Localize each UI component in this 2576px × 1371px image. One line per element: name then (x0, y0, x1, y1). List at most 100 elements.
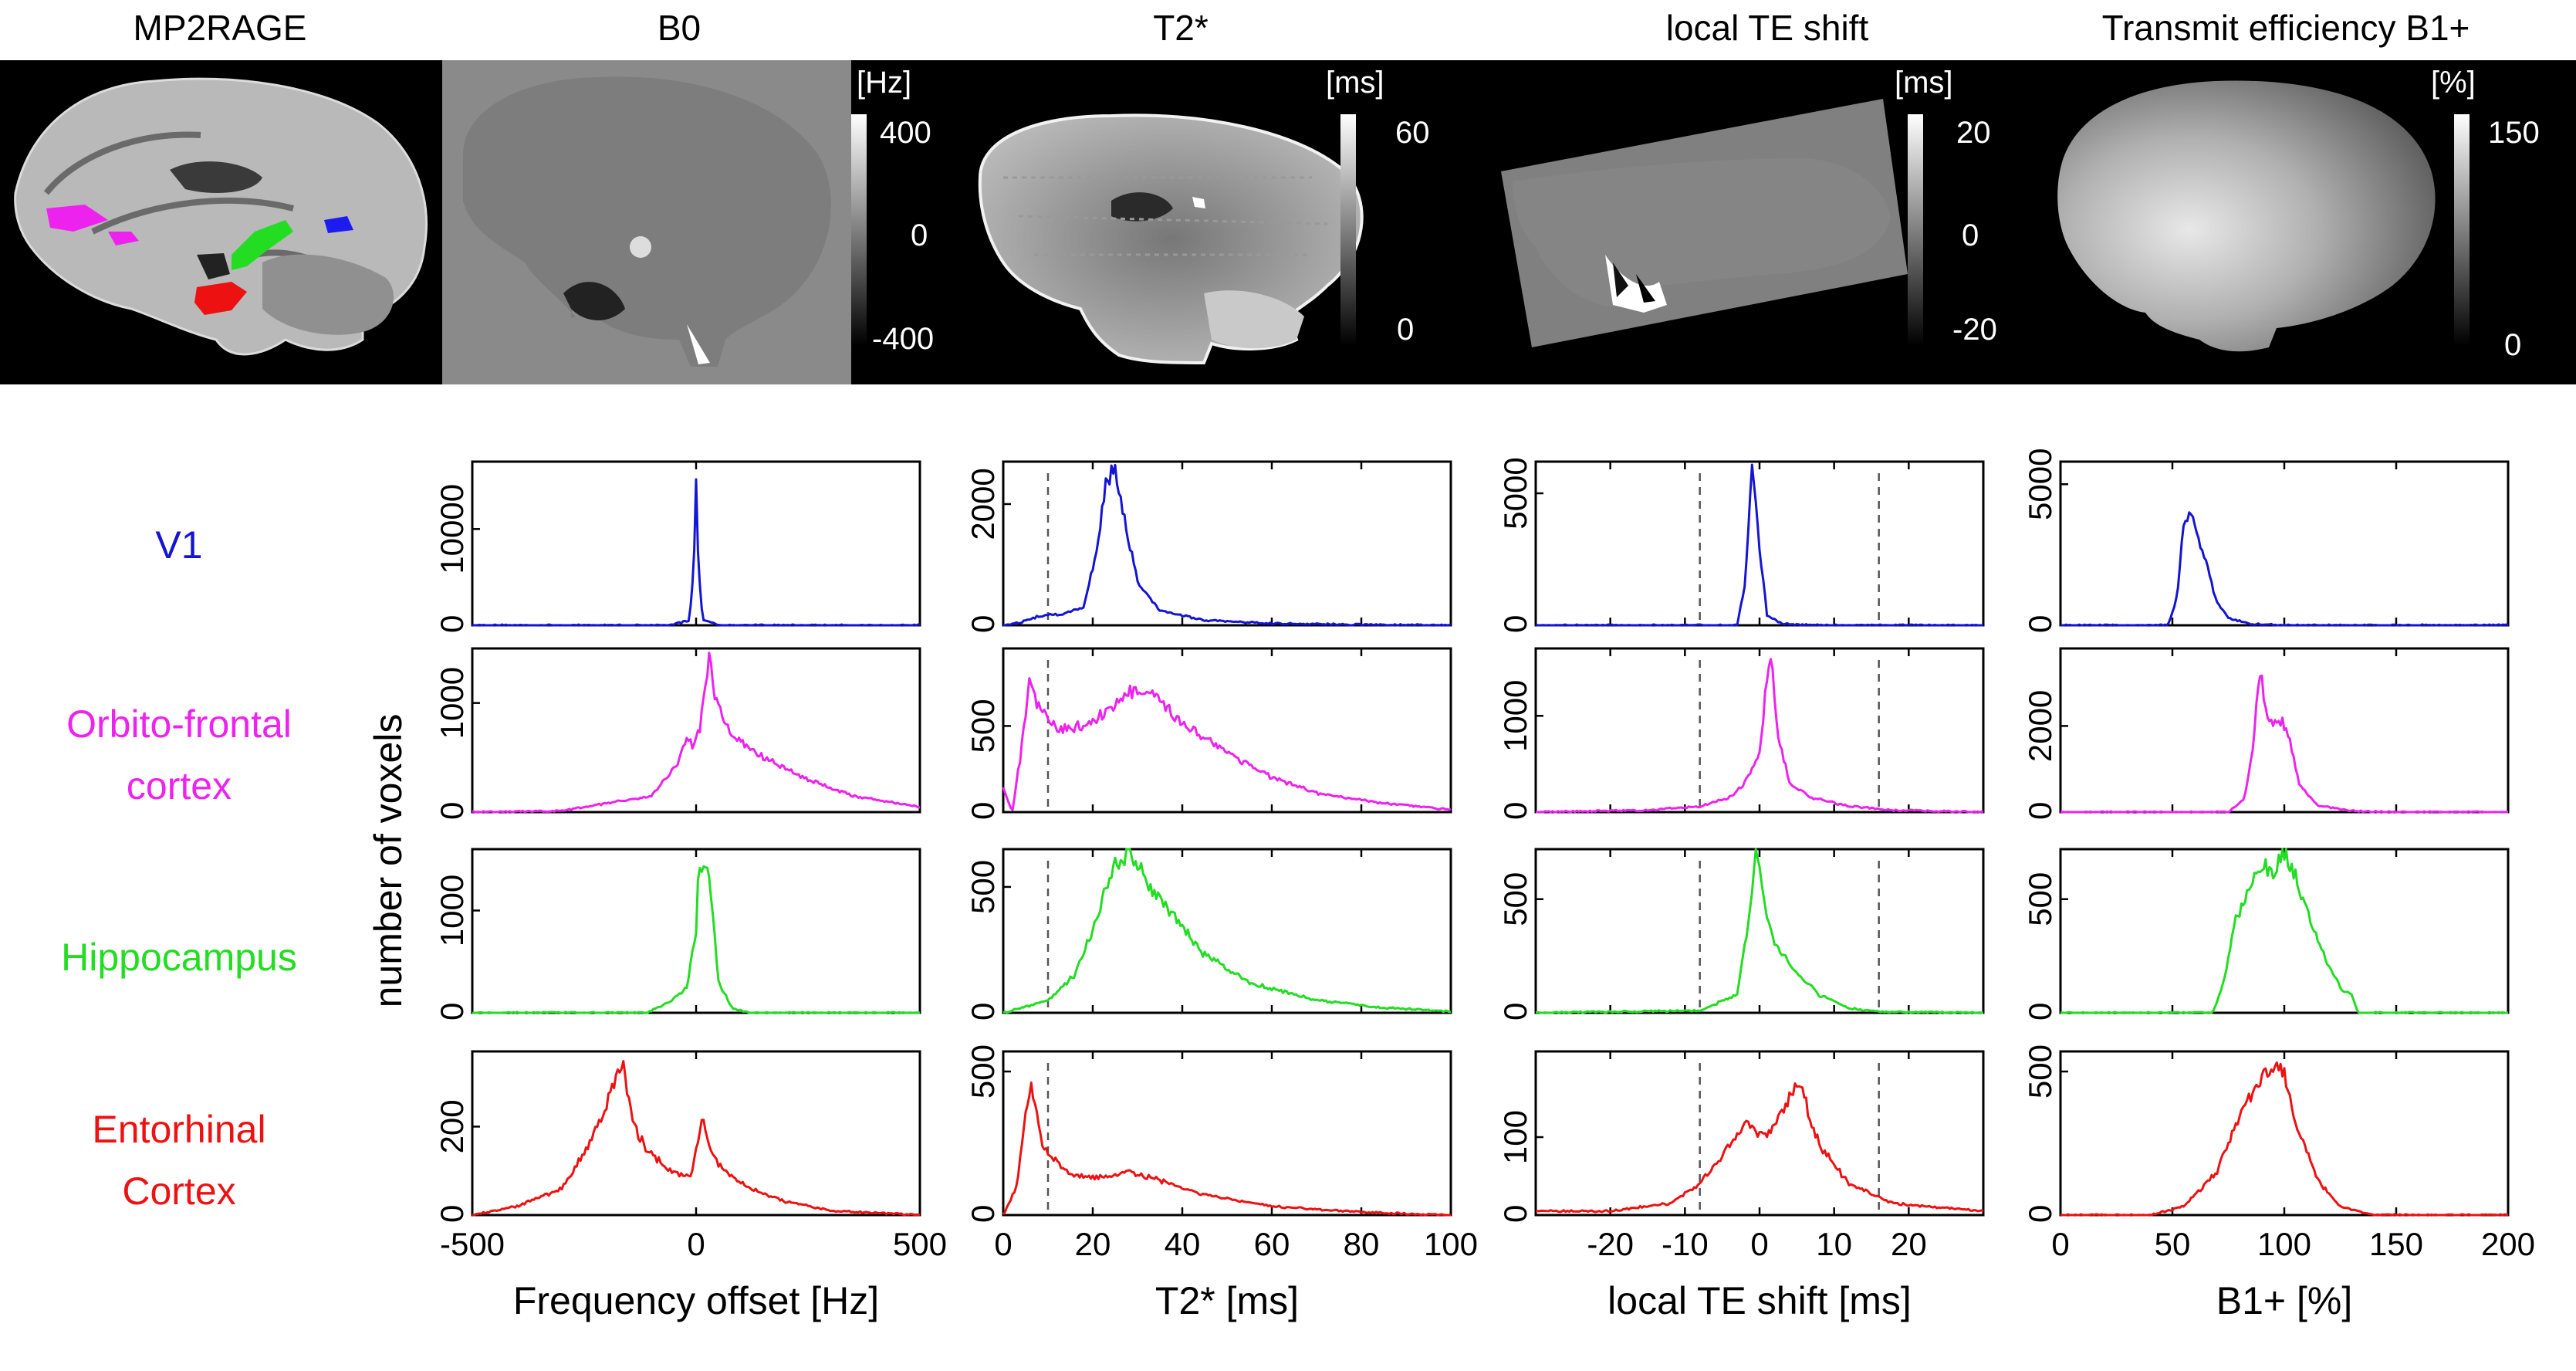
t2star-colorbar-max: 60 (1395, 116, 1430, 150)
panel-frame (2059, 848, 2510, 1014)
te-shift-image (1501, 99, 1908, 347)
x-tick-label: 200 (2481, 1226, 2535, 1262)
panel-b1--v1: 0 5000 (2022, 449, 2510, 633)
panel-local-te-shift-ec: 0 100 (1497, 1050, 1985, 1223)
x-tick-label: -10 (1662, 1226, 1709, 1262)
y-tick-label: 0 (965, 615, 1001, 633)
histogram-line-ec (1535, 1082, 1984, 1214)
x-tick-label: 500 (893, 1226, 947, 1262)
panel-t2--ec: 0 500 (965, 1044, 1452, 1223)
x-tick-label: -500 (440, 1226, 505, 1262)
te-shift-colorbar-max: 20 (1956, 116, 1991, 150)
te-shift-colorbar-unit: [ms] (1895, 66, 1953, 100)
histogram-line-hc (472, 865, 921, 1014)
row-label-v1: V1 (155, 523, 202, 567)
y-tick-label: 0 (965, 1003, 1001, 1021)
panel-t2--v1: 0 2000 (965, 460, 1452, 633)
histogram-line-v1 (2060, 511, 2509, 627)
x-tick-label: 80 (1344, 1226, 1380, 1262)
y-tick-label: 0 (2022, 1205, 2058, 1223)
y-tick-label: 1000 (434, 667, 470, 739)
y-tick-label: 0 (434, 802, 470, 820)
b1-colorbar-min: 0 (2504, 328, 2521, 362)
row-labels: V1 Orbito-frontal cortex Hippocampus Ent… (61, 523, 410, 1213)
panel-local-te-shift-v1: 0 5000 (1497, 457, 1985, 633)
histogram-line-v1 (1002, 463, 1452, 627)
x-tick-label: 60 (1254, 1226, 1290, 1262)
map-title-b1: Transmit efficiency B1+ (2102, 8, 2470, 48)
panel-frame (1534, 647, 1985, 814)
x-tick-label: 100 (1424, 1226, 1478, 1262)
histogram-line-ofc (2060, 674, 2508, 814)
b0-colorbar-mid: 0 (911, 218, 928, 252)
panel-b1--ofc: 0 2000 (2022, 647, 2510, 820)
y-tick-label: 0 (1497, 802, 1533, 820)
histogram-line-ec (1002, 1081, 1451, 1217)
row-label-ofc-line2: cortex (127, 764, 232, 807)
x-tick-label: 10 (1816, 1226, 1852, 1262)
y-tick-label: 500 (965, 860, 1001, 914)
b1-colorbar: [%] 150 0 (2431, 66, 2540, 362)
panel-frame (1002, 460, 1452, 627)
histogram-line-hc (1535, 848, 1983, 1014)
map-title-b0: B0 (658, 8, 701, 48)
panel-frame (471, 1050, 921, 1217)
y-tick-label: 0 (1497, 1205, 1533, 1223)
histogram-line-ofc (472, 652, 921, 814)
y-tick-label: 500 (965, 699, 1001, 753)
x-tick-label: 20 (1075, 1226, 1111, 1262)
y-tick-label: 10000 (434, 484, 470, 574)
panel-b1--hc: 0 500 (2022, 848, 2510, 1021)
chart-column-1: 0 2000 0 500 0 500 0 500 0 20 40 60 80 100 T2* [ms] (965, 460, 1478, 1322)
b0-colorbar-unit: [Hz] (857, 66, 911, 100)
panel-frequency-offset-ec: 0 200 (434, 1050, 921, 1223)
t2star-colorbar: [ms] 60 0 (1326, 66, 1430, 347)
map-title-mp2rage: MP2RAGE (134, 8, 307, 48)
panel-local-te-shift-ofc: 0 1000 (1497, 647, 1985, 820)
y-tick-label: 2000 (2022, 690, 2058, 762)
panel-frame (471, 647, 921, 814)
y-tick-label: 5000 (2022, 449, 2058, 520)
x-tick-label: 40 (1165, 1226, 1201, 1262)
histogram-line-ofc (1002, 677, 1452, 811)
histogram-line-hc (1002, 848, 1452, 1014)
x-tick-label: 0 (994, 1226, 1012, 1262)
te-shift-colorbar-mid: 0 (1962, 218, 1979, 252)
histogram-line-ec (2060, 1061, 2509, 1217)
panel-b1--ec: 0 500 (2022, 1044, 2510, 1223)
panel-frame (1002, 848, 1452, 1014)
histogram-line-v1 (1535, 463, 1984, 627)
histogram-line-ofc (1536, 658, 1984, 814)
y-axis-label: number of voxels (367, 714, 410, 1008)
panel-frame (2059, 460, 2510, 627)
map-title-te-shift: local TE shift (1666, 8, 1869, 48)
y-tick-label: 500 (1497, 872, 1533, 926)
x-tick-label: 20 (1891, 1226, 1927, 1262)
y-tick-label: 0 (1497, 1003, 1533, 1021)
y-tick-label: 1000 (1497, 680, 1533, 752)
panel-t2--ofc: 0 500 (965, 647, 1452, 820)
b1-colorbar-max: 150 (2488, 116, 2540, 150)
row-label-hc: Hippocampus (61, 936, 297, 979)
row-label-ec-line1: Entorhinal (92, 1108, 265, 1151)
x-tick-label: 0 (2051, 1226, 2069, 1262)
y-tick-label: 0 (965, 802, 1001, 820)
row-label-ec-line2: Cortex (122, 1170, 235, 1213)
y-tick-label: 1000 (434, 875, 470, 946)
b0-colorbar-min: -400 (872, 322, 934, 356)
map-title-t2star: T2* (1153, 8, 1209, 48)
panel-frame (1002, 1050, 1452, 1217)
panel-frequency-offset-hc: 0 1000 (434, 848, 921, 1021)
y-tick-label: 0 (434, 1205, 470, 1223)
b0-colorbar-max: 400 (880, 116, 931, 150)
t2star-colorbar-min: 0 (1397, 313, 1414, 347)
te-shift-colorbar-min: -20 (1952, 313, 1997, 347)
y-tick-label: 500 (965, 1044, 1001, 1098)
x-axis-label: local TE shift [ms] (1607, 1279, 1912, 1322)
y-tick-label: 500 (2022, 872, 2058, 926)
